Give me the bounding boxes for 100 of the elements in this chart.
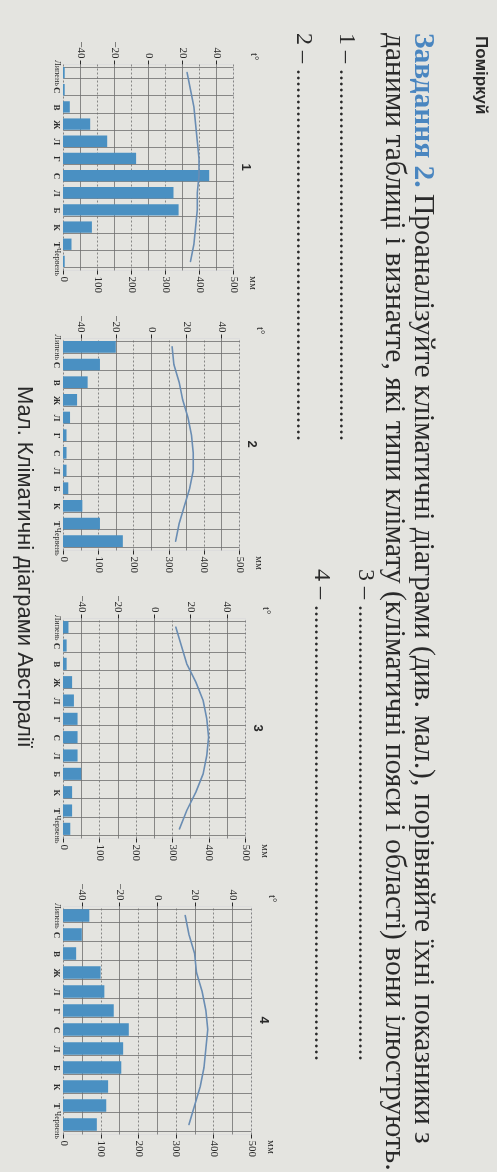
- y-tick-label: К: [51, 789, 62, 797]
- x2-tick-label: −20: [114, 883, 127, 901]
- bar: [63, 1118, 97, 1131]
- y-tick-label: Л: [51, 988, 62, 996]
- y-tick-label: Ж: [51, 395, 62, 405]
- x-tick-label: 500: [234, 556, 247, 574]
- x-tick-label: 400: [194, 276, 207, 294]
- y-tick-label: Т: [51, 807, 62, 815]
- x-tick-label: 200: [133, 1140, 146, 1158]
- y-tick-label: К: [51, 503, 62, 511]
- x2-axis-title: t°: [266, 895, 279, 903]
- y-tick-label: С: [51, 734, 62, 741]
- bar: [63, 394, 78, 406]
- x2-tick-label: −20: [113, 595, 126, 613]
- x2-tick-label: 40: [222, 601, 235, 613]
- x-tick-label: 0: [58, 556, 71, 563]
- x2-axis-title: t°: [260, 607, 273, 615]
- bar: [63, 694, 74, 707]
- x2-tick-label: 0: [146, 327, 159, 333]
- bar: [63, 767, 82, 780]
- x2-tick-label: 40: [216, 321, 229, 333]
- x2-axis-title: t°: [248, 53, 261, 61]
- bar: [63, 204, 179, 216]
- y-tick-label: Г: [51, 716, 62, 723]
- bar: [63, 169, 210, 182]
- y-tick-label: Б: [51, 207, 62, 214]
- x-tick-label: 0: [58, 276, 71, 283]
- x-tick-label: 400: [204, 844, 217, 862]
- text: Поміркуй: [472, 36, 491, 115]
- bar: [63, 639, 67, 652]
- bar: [63, 1023, 129, 1036]
- y-tick-label: Т: [51, 241, 62, 248]
- bar: [63, 804, 73, 817]
- bar: [63, 749, 78, 762]
- x-tick-label: 0: [58, 844, 71, 851]
- x-tick-label: 500: [228, 276, 241, 294]
- bar: [63, 411, 71, 424]
- text: мм: [254, 556, 266, 570]
- y-tick-label: Липень: [52, 60, 62, 87]
- text: 4: [257, 1016, 272, 1025]
- bar: [63, 221, 92, 233]
- x2-tick-label: 20: [185, 601, 198, 613]
- y-tick-label: В: [51, 104, 62, 111]
- x-tick-label: 200: [126, 276, 139, 294]
- bar: [63, 657, 67, 670]
- y-tick-label: Л: [51, 752, 62, 760]
- bar: [63, 909, 90, 922]
- y-tick-label: Липень: [52, 614, 62, 641]
- text: Мал. Кліматичні діаграми Австралії: [13, 386, 38, 748]
- x-tick-label: 300: [160, 276, 173, 294]
- y-tick-label: К: [51, 1083, 62, 1091]
- bar: [63, 712, 78, 725]
- y-tick-label: Т: [51, 1102, 62, 1110]
- x-tick-label: 400: [208, 1140, 221, 1158]
- y-tick-label: С: [51, 450, 62, 457]
- bar: [63, 1004, 114, 1017]
- y-tick-label: С: [51, 87, 62, 94]
- x2-tick-label: −40: [76, 315, 89, 333]
- x2-tick-label: 0: [149, 607, 162, 613]
- y-tick-label: Л: [51, 467, 62, 475]
- bar: [63, 947, 77, 960]
- y-tick-label: Т: [51, 520, 62, 528]
- y-tick-label: Л: [51, 414, 62, 422]
- bar: [63, 118, 91, 130]
- y-tick-label: Г: [51, 1008, 62, 1015]
- text: Завдання 2.: [409, 33, 441, 188]
- bar: [63, 187, 174, 199]
- bar: [63, 358, 100, 371]
- x2-tick-label: 0: [152, 895, 165, 901]
- bar: [63, 535, 123, 547]
- y-tick-label: С: [51, 361, 62, 369]
- text: 3 – ............................................................................: [354, 569, 380, 1061]
- y-tick-label: Б: [51, 1065, 62, 1072]
- text: 2 – ..............................................................: [292, 33, 318, 441]
- bar: [63, 1080, 109, 1093]
- x2-axis-title: t°: [254, 327, 267, 335]
- bar: [63, 500, 83, 512]
- x-tick-label: 400: [199, 556, 212, 574]
- bar: [63, 517, 100, 530]
- bar: [63, 928, 82, 941]
- y-tick-label: С: [51, 172, 62, 180]
- y-tick-label: В: [51, 661, 62, 668]
- x2-tick-label: −40: [75, 41, 88, 59]
- x-tick-label: 300: [164, 556, 177, 574]
- y-tick-label: Л: [51, 1045, 62, 1053]
- x2-tick-label: −40: [77, 883, 90, 901]
- x2-tick-label: −40: [76, 595, 89, 613]
- bar: [63, 1061, 122, 1074]
- x-tick-label: 300: [167, 844, 180, 862]
- y-tick-label: Липень: [52, 334, 62, 361]
- x-tick-label: 0: [58, 1140, 71, 1147]
- y-tick-label: С: [51, 642, 62, 650]
- y-tick-label: Червень: [52, 1111, 62, 1140]
- y-tick-label: Ж: [51, 678, 62, 688]
- bar: [63, 676, 73, 689]
- text: 1: [239, 163, 254, 171]
- bar: [63, 101, 70, 113]
- x-tick-label: 200: [128, 556, 141, 574]
- bar: [63, 731, 78, 744]
- bar: [63, 985, 105, 998]
